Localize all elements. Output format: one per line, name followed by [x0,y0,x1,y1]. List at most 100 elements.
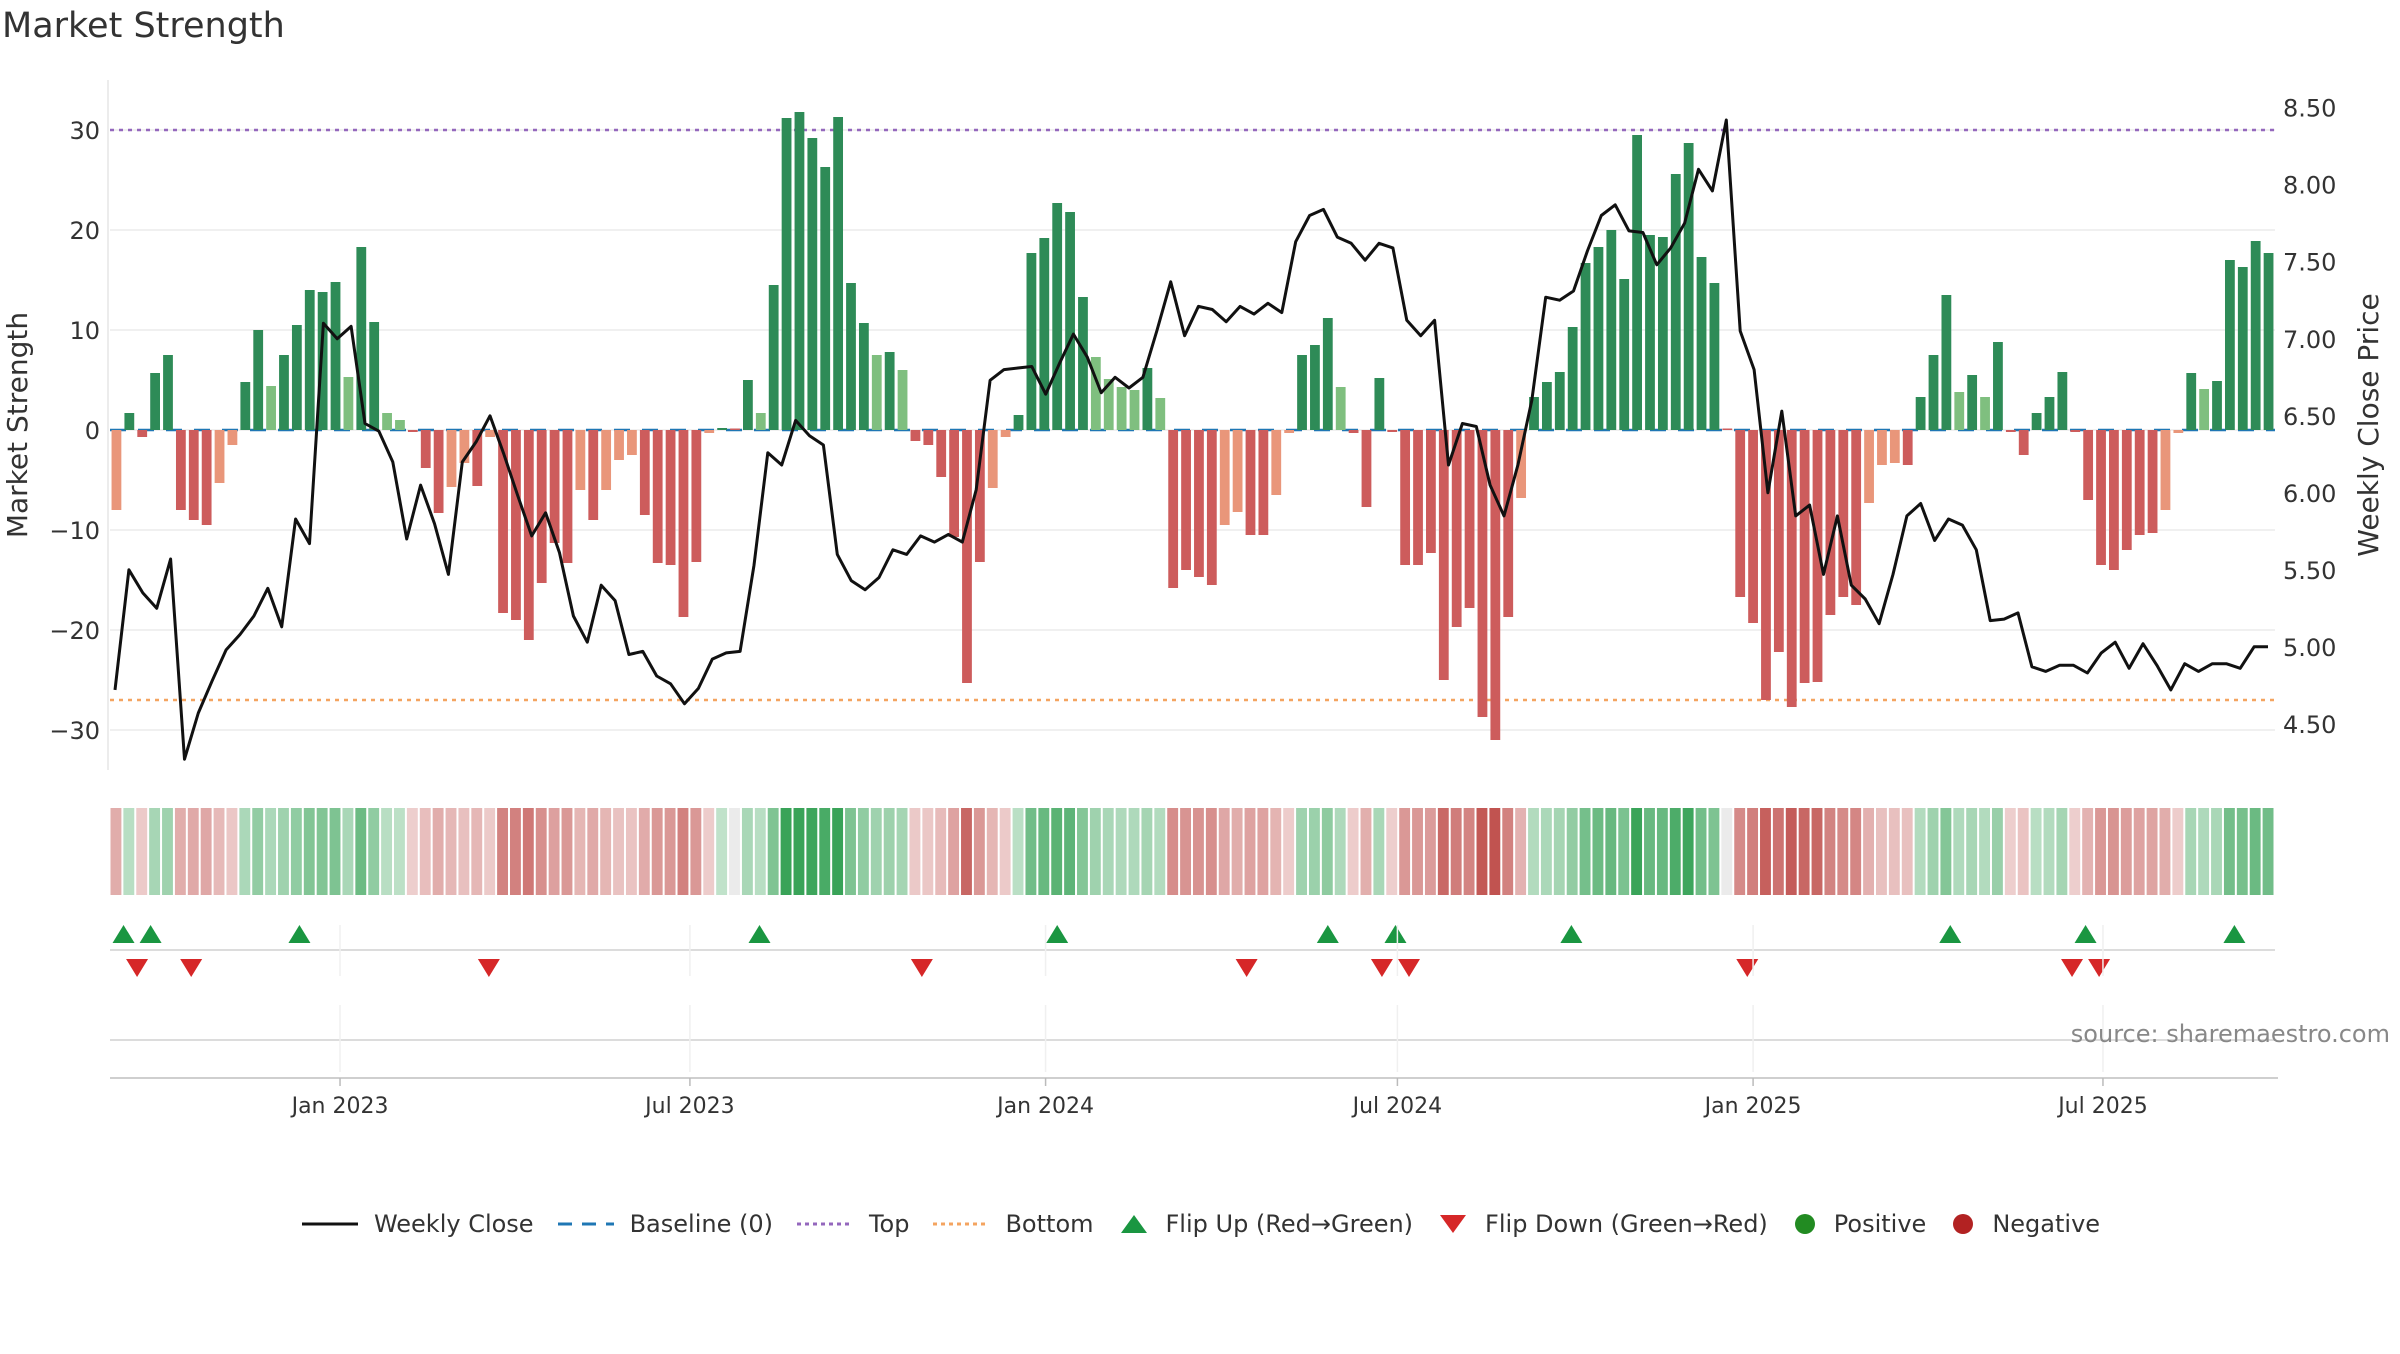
legend-weekly-close[interactable]: Weekly Close [300,1210,534,1238]
strength-bar [137,430,148,437]
strength-bar [175,430,186,510]
heat-cell [303,808,315,895]
heat-cell [1772,808,1784,895]
strength-bar [1103,379,1114,430]
heat-cell [1308,808,1320,895]
strength-bar [1632,135,1642,430]
heat-cell [780,808,792,895]
strength-bar [1451,430,1462,627]
heat-cell [1824,808,1836,895]
strength-bar [536,430,547,583]
strength-bar [1181,430,1191,570]
heat-cell [2262,808,2274,895]
strength-bar [511,430,521,620]
line-dotted-icon [796,1222,853,1226]
y-axis-title: Market Strength [1,312,34,538]
strength-bar [794,112,805,430]
heat-cell [1128,808,1140,895]
chart-title: Market Strength [2,6,285,46]
heat-cell [1927,808,1939,895]
legend-flip-up[interactable]: Flip Up (Red→Green) [1116,1210,1413,1238]
strength-bar [1915,397,1926,430]
heat-cell [1141,808,1153,895]
strength-bar [1567,327,1578,430]
heat-cell [509,808,521,895]
strength-bar [949,430,959,537]
legend-top[interactable]: Top [795,1210,910,1238]
x-axis-layer: Jan 2023 Jul 2023 Jan 2024 Jul 2024 Jan 2025… [110,925,2278,1119]
heat-cell [1424,808,1436,895]
heat-cell [342,808,354,895]
legend-label: Weekly Close [373,1210,534,1238]
legend-label: Flip Down (Green→Red) [1485,1210,1768,1238]
heat-cell [703,808,715,895]
heat-cell [1837,808,1849,895]
heat-cell [1231,808,1243,895]
triangle-down-icon [1440,1215,1467,1233]
strength-bar [1232,430,1243,512]
y-tick-label: −20 [49,617,100,645]
strength-bar [1593,247,1604,430]
strength-bar [420,430,431,468]
strength-bar [807,138,818,430]
legend-bottom[interactable]: Bottom [931,1210,1094,1238]
heat-cell [1528,808,1539,895]
legend-label: Positive [1833,1210,1927,1238]
axes-layer: 30 20 10 0 −10 −20 −30 8.50 8.00 7.50 7.00 6.50 6.00… [1,80,2385,770]
y2-tick-label: 8.00 [2283,172,2336,200]
strength-bar [1284,430,1295,433]
flip-down-marker [2088,959,2111,977]
legend-negative[interactable]: Negative [1948,1210,2100,1238]
strength-bar [1541,382,1552,430]
heat-cell [1476,808,1488,895]
heat-cell [1321,808,1333,895]
heat-cell [1708,808,1720,895]
strength-bars-layer [111,112,2274,740]
strength-bar [1090,357,1101,430]
heat-cell [535,808,547,895]
strength-bar [755,413,766,430]
strength-bar [2160,430,2171,510]
heat-cell [1850,808,1862,895]
heat-cell [613,808,624,895]
strength-bar [1013,415,1024,430]
strength-bar [665,430,676,565]
y2-tick-label: 5.50 [2283,557,2336,585]
strength-bar [304,290,315,430]
heat-cell [1979,808,1990,895]
strength-bar [1812,430,1823,682]
y-tick-label: 20 [69,217,100,245]
y2-tick-label: 8.50 [2283,95,2336,123]
heat-cell [406,808,418,895]
strength-bar [1206,430,1217,585]
heat-cell [1218,808,1230,895]
heat-cell [1656,808,1668,895]
heat-cell [1386,808,1398,895]
strength-bar [2096,430,2106,565]
legend-positive[interactable]: Positive [1790,1210,1927,1238]
strength-bar [678,430,689,617]
flip-up-marker [748,925,771,943]
strength-bar [253,330,264,430]
legend-flip-down[interactable]: Flip Down (Green→Red) [1435,1210,1768,1238]
y-tick-label: 30 [69,117,100,145]
strength-bar [1670,174,1681,430]
strength-bar [317,292,328,430]
circle-icon [1794,1214,1815,1234]
heat-cell [664,808,676,895]
heat-cell [1025,808,1037,895]
strength-bar [1619,279,1630,430]
heat-cell [1193,808,1204,895]
legend-baseline[interactable]: Baseline (0) [556,1210,773,1238]
heat-cell [1888,808,1900,895]
heat-cell [1038,808,1050,895]
heat-cell [1373,808,1385,895]
strength-bar [1748,430,1758,623]
strength-bar [2212,381,2222,430]
strength-bar [356,247,367,430]
strength-bar [1129,390,1140,430]
heat-cell [2159,808,2171,895]
legend-label: Top [868,1210,910,1238]
legend-label: Bottom [1005,1210,1094,1238]
